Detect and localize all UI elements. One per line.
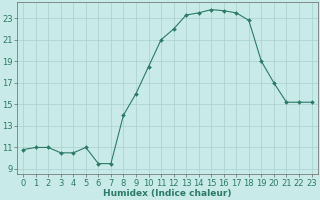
X-axis label: Humidex (Indice chaleur): Humidex (Indice chaleur) — [103, 189, 232, 198]
